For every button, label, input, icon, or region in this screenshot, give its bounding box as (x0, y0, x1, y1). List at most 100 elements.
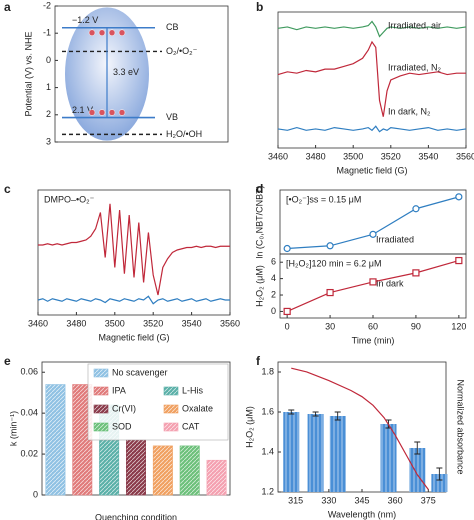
legend-label: L-His (182, 385, 204, 395)
legend-label: Oxalate (182, 403, 213, 413)
marker (369, 278, 377, 286)
x-tick-label: 0 (285, 321, 290, 331)
y-tick-label: -1 (43, 28, 51, 38)
panel-letter: a (4, 0, 11, 14)
series-label: In dark (376, 278, 404, 288)
x-tick-label: 30 (325, 321, 335, 331)
x-axis-label: Quenching condition (95, 512, 177, 520)
y-tick-label: 0.06 (20, 367, 38, 377)
marker (412, 205, 420, 213)
bar (431, 474, 448, 492)
bar (45, 384, 66, 496)
redox-name: H₂O/•OH (166, 129, 202, 139)
x-axis-label: Magnetic field (G) (98, 332, 169, 342)
x-tick-label: 375 (421, 495, 436, 505)
series-label: Irradiated (376, 234, 414, 244)
y-tick-label: 6 (271, 257, 276, 267)
y-tick-label: 0.02 (20, 448, 38, 458)
hole (118, 109, 126, 116)
legend-swatch (93, 368, 109, 378)
annotation: [•O₂⁻]ss = 0.15 μM (286, 194, 361, 204)
y-axis-label: Potential (V) vs. NHE (23, 31, 33, 116)
legend-swatch (163, 422, 179, 432)
legend-swatch (93, 404, 109, 414)
y-tick-label: 0 (46, 55, 51, 65)
y-axis-label: H₂O₂ (μM) (254, 265, 264, 307)
series-line (37, 295, 230, 305)
x-tick-label: 60 (368, 321, 378, 331)
bar (206, 459, 227, 496)
electron (98, 29, 106, 37)
legend-label: No scavenger (112, 367, 168, 377)
bar (179, 445, 200, 496)
plot-frame (54, 5, 229, 143)
legend-box (87, 363, 229, 441)
y-tick-label: 1.2 (261, 486, 274, 496)
y-tick-label: 3 (46, 136, 51, 146)
marker (412, 269, 420, 277)
y-tick-label: 1.8 (261, 366, 274, 376)
panel-letter: f (256, 354, 261, 368)
plot-frame (37, 189, 231, 316)
bar (126, 439, 146, 496)
electron (118, 29, 126, 37)
error-bar (288, 409, 295, 415)
y-tick-label: 2 (271, 289, 276, 299)
x-tick-label: 3460 (268, 151, 288, 161)
band-name: CB (166, 22, 179, 32)
x-tick-label: 3460 (28, 318, 48, 328)
legend-swatch (163, 404, 179, 414)
marker (455, 256, 463, 265)
x-tick-label: 345 (354, 495, 369, 505)
band-value-label: −1.2 V (72, 15, 98, 25)
panel-letter: c (4, 182, 11, 196)
marker (326, 288, 334, 297)
series-label: Irradiated, air (388, 20, 441, 30)
error-bar (414, 441, 421, 455)
marker (283, 244, 291, 253)
plot-frame (277, 11, 467, 149)
x-tick-label: 3480 (66, 318, 86, 328)
marker (455, 193, 463, 201)
error-bar (312, 411, 319, 417)
hole (108, 109, 116, 116)
bar (329, 416, 346, 492)
redox-name: O₂/•O₂⁻ (166, 46, 198, 56)
x-tick-label: 3540 (418, 151, 438, 161)
legend-label: CAT (182, 421, 200, 431)
series-label: Irradiated, N₂ (388, 62, 442, 72)
x-tick-label: 3540 (182, 318, 202, 328)
y2-axis-label: Normalized absorbance (456, 379, 466, 474)
hole (98, 109, 106, 116)
x-tick-label: 3500 (343, 151, 363, 161)
electron (88, 29, 96, 37)
band-value-label: 2.1 V (72, 105, 93, 115)
x-tick-label: 3500 (105, 318, 125, 328)
y-tick-label: 0 (33, 489, 38, 499)
x-tick-label: 3560 (220, 318, 240, 328)
legend-swatch (163, 386, 179, 396)
marker (326, 242, 334, 250)
series-line (287, 196, 460, 250)
panel-letter: e (4, 354, 11, 368)
x-tick-label: 3480 (306, 151, 326, 161)
marker (283, 307, 291, 316)
x-axis-label: Time (min) (352, 335, 395, 345)
y-tick-label: 1.6 (261, 406, 274, 416)
y-tick-label: -2 (43, 0, 51, 10)
band-gap-label: 3.3 eV (113, 67, 139, 77)
bar (409, 448, 426, 492)
x-tick-label: 3520 (143, 318, 163, 328)
error-bar (334, 411, 341, 421)
legend-swatch (93, 386, 109, 396)
x-tick-label: 330 (321, 495, 336, 505)
marker (369, 230, 377, 238)
electron (108, 29, 116, 37)
x-tick-label: 3560 (456, 151, 474, 161)
y-tick-label: 1.4 (261, 446, 274, 456)
y-tick-label: 0.04 (20, 408, 38, 418)
y-tick-label: 2 (46, 109, 51, 119)
panel-letter: d (256, 182, 263, 196)
series-line (38, 203, 230, 296)
